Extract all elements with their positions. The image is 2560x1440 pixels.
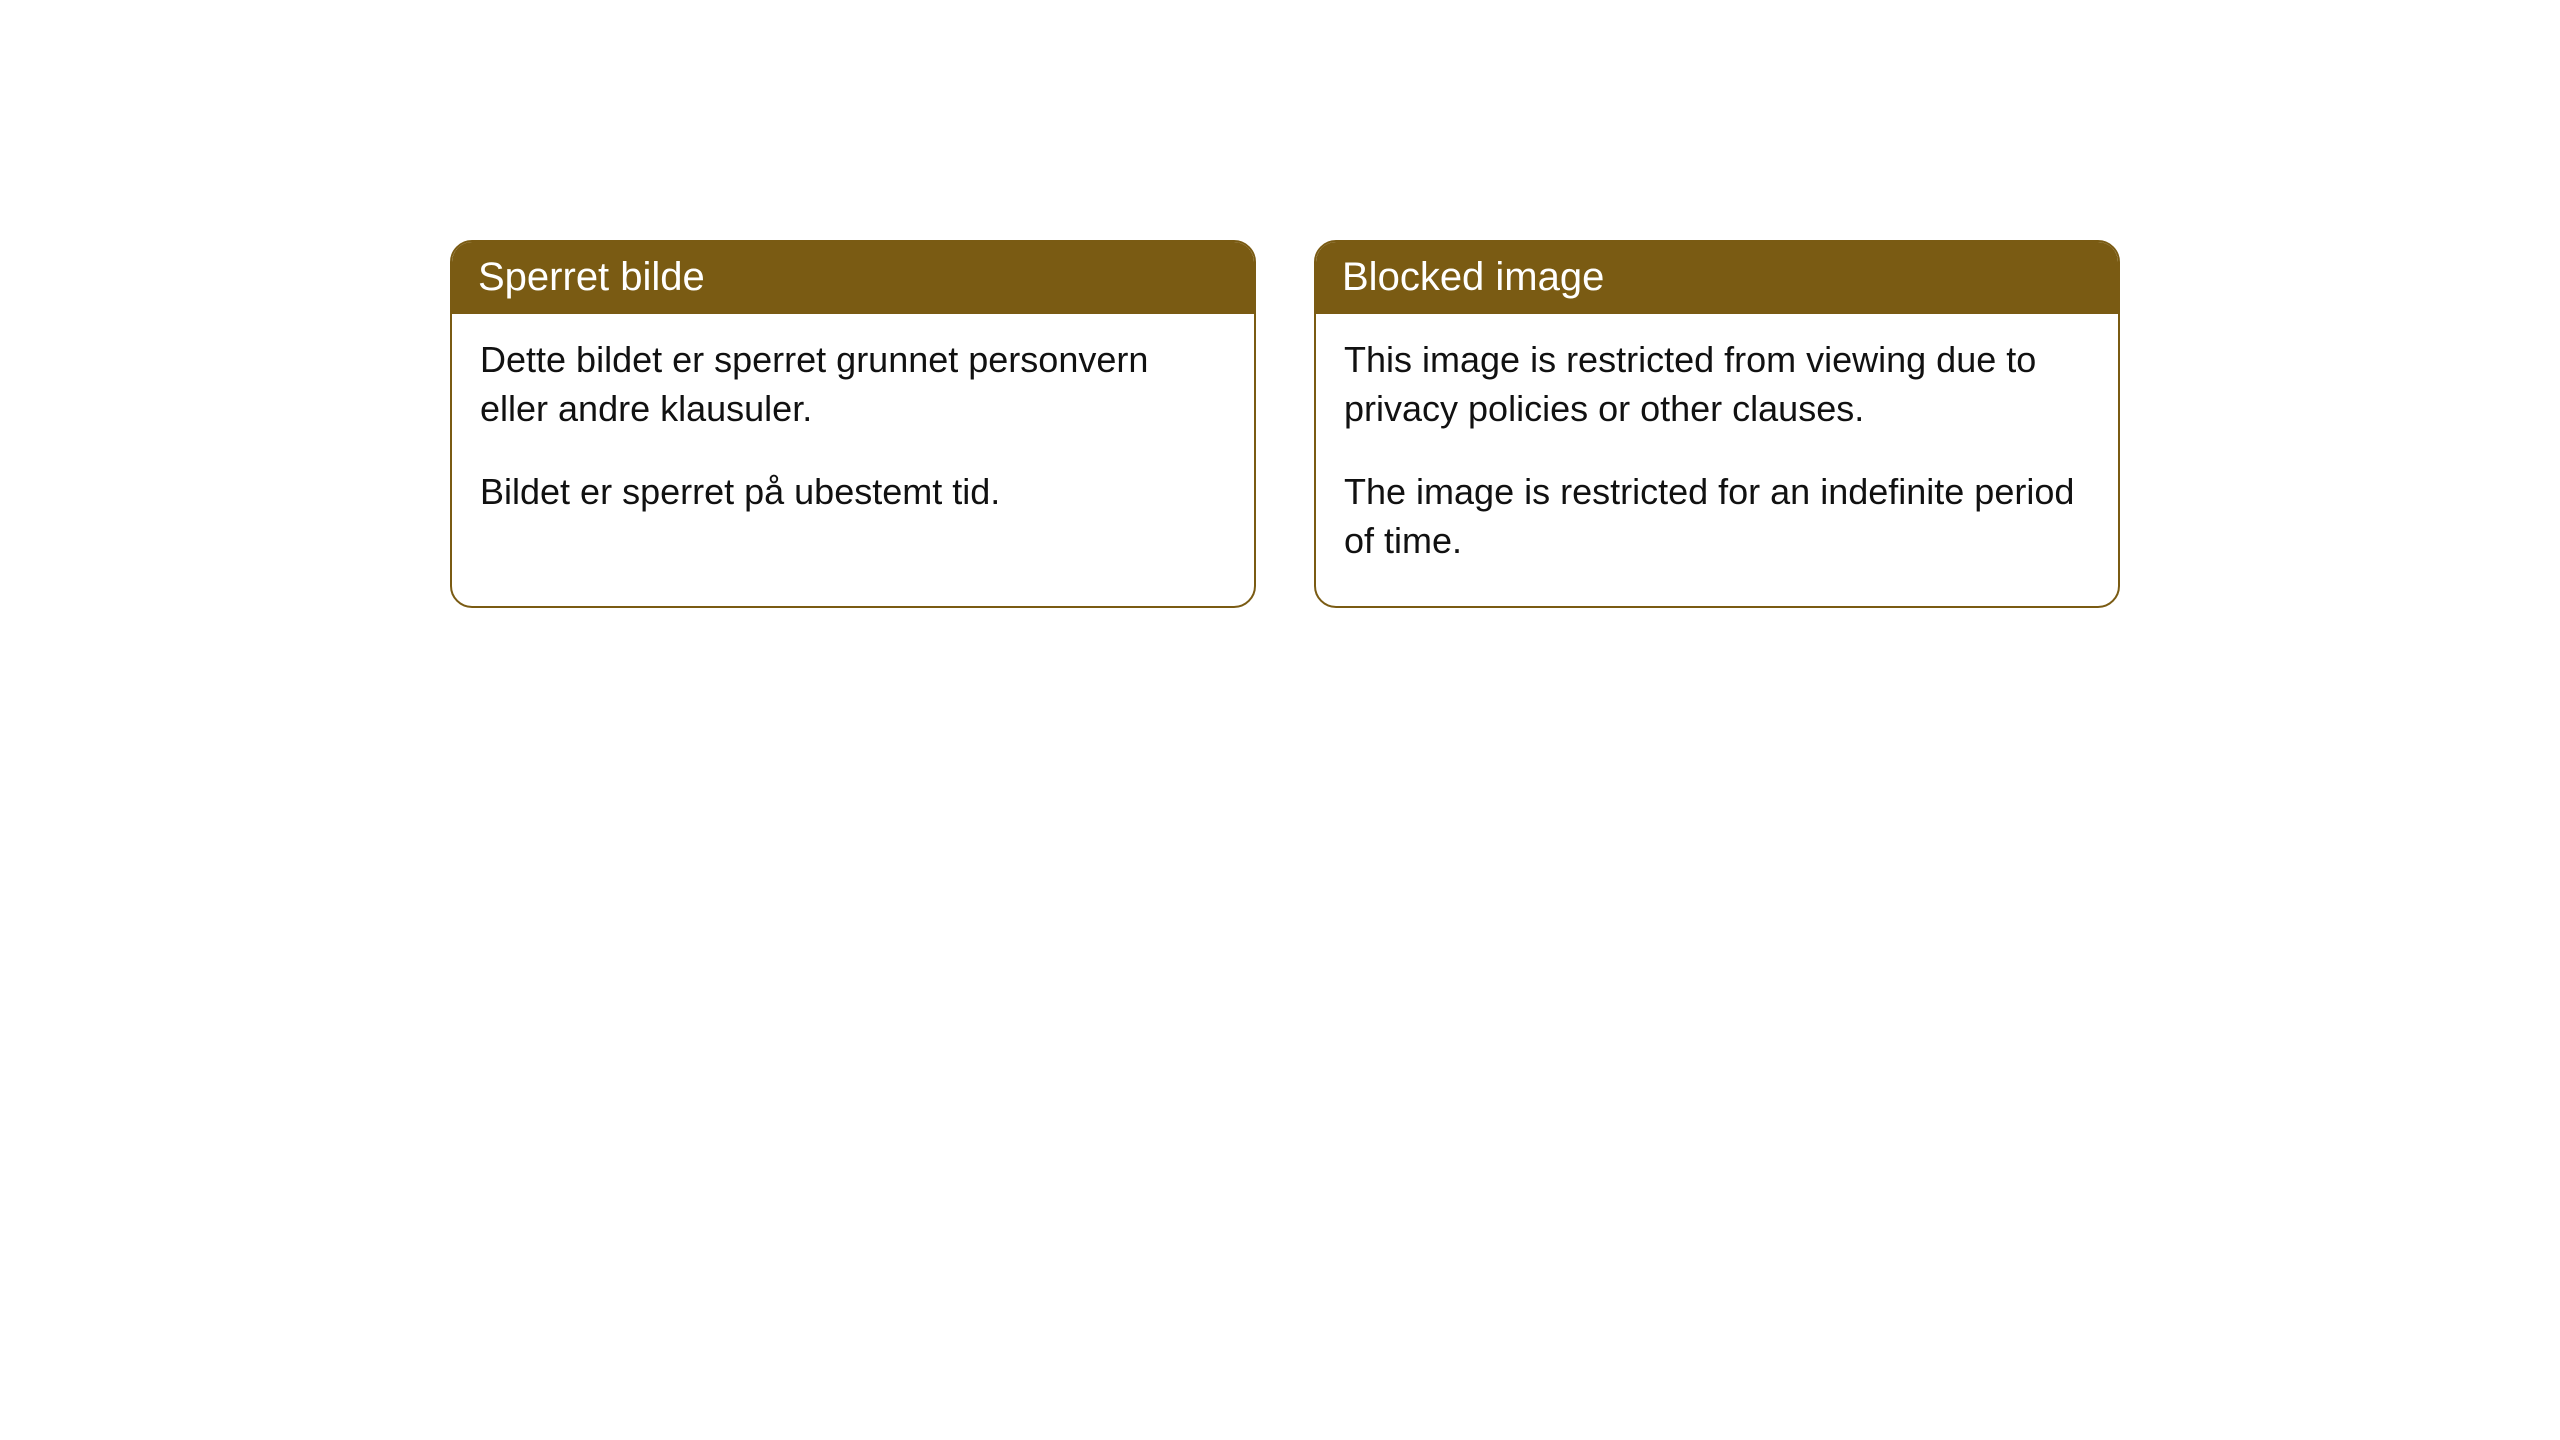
notice-card-text: The image is restricted for an indefinit…: [1344, 468, 2090, 566]
notice-card-text: Dette bildet er sperret grunnet personve…: [480, 336, 1226, 434]
notice-card-no: Sperret bilde Dette bildet er sperret gr…: [450, 240, 1256, 608]
notice-card-text: Bildet er sperret på ubestemt tid.: [480, 468, 1226, 517]
notice-card-title: Blocked image: [1316, 242, 2118, 314]
notice-card-body: This image is restricted from viewing du…: [1316, 314, 2118, 606]
notice-container: Sperret bilde Dette bildet er sperret gr…: [0, 0, 2560, 608]
notice-card-title: Sperret bilde: [452, 242, 1254, 314]
notice-card-body: Dette bildet er sperret grunnet personve…: [452, 314, 1254, 557]
notice-card-text: This image is restricted from viewing du…: [1344, 336, 2090, 434]
notice-card-en: Blocked image This image is restricted f…: [1314, 240, 2120, 608]
